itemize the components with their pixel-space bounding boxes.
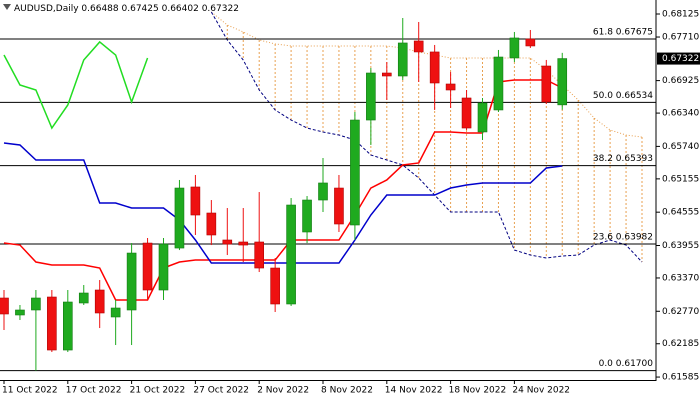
y-tick-label: 0.63955 xyxy=(662,241,699,251)
y-tick-label: 0.66340 xyxy=(662,109,699,119)
symbol: AUDUSD,Daily xyxy=(14,4,79,14)
indicator-line xyxy=(3,142,563,264)
candle-body xyxy=(206,212,217,236)
y-tick-label: 0.65155 xyxy=(662,174,699,184)
candle-body xyxy=(429,51,440,84)
symbol-icon xyxy=(3,4,11,10)
y-tick-label: 0.65740 xyxy=(662,142,699,152)
candle-body xyxy=(413,40,424,53)
quote-open: 0.66488 xyxy=(81,4,118,14)
y-tick-label: 0.62185 xyxy=(662,339,699,349)
candle-body xyxy=(334,187,344,225)
x-tick-label: 24 Nov 2022 xyxy=(512,386,570,396)
y-tick-label: 0.63370 xyxy=(662,273,699,283)
candle-body xyxy=(286,204,296,305)
y-tick-label: 0.66925 xyxy=(662,76,699,86)
y-tick-label: 0.64555 xyxy=(662,208,699,218)
chart-title: AUDUSD,Daily 0.66488 0.67425 0.66402 0.6… xyxy=(14,4,239,14)
y-tick-label: 0.61585 xyxy=(662,373,699,383)
indicator-line xyxy=(3,79,563,301)
fib-label: 0.0 0.61700 xyxy=(599,359,654,369)
candle-body xyxy=(461,97,472,129)
x-tick-label: 2 Nov 2022 xyxy=(257,386,309,396)
fib-label: 50.0 0.66534 xyxy=(593,91,653,101)
candle-body xyxy=(15,309,25,316)
candle-body xyxy=(94,289,105,314)
x-tick-label: 17 Oct 2022 xyxy=(66,386,122,396)
quote-low: 0.66402 xyxy=(162,4,199,14)
x-tick-label: 18 Nov 2022 xyxy=(449,386,507,396)
candle-body xyxy=(381,72,392,77)
candle-body xyxy=(318,182,328,201)
candle-body xyxy=(509,37,520,59)
candle-body xyxy=(222,239,233,245)
y-tick-label: 0.67710 xyxy=(662,33,699,43)
fib-label: 61.8 0.67675 xyxy=(593,27,653,37)
plot-area: 61.8 0.67675 50.0 0.66534 38.2 0.65393 23.6… xyxy=(0,11,656,372)
candle-body xyxy=(0,297,9,315)
candle-body xyxy=(477,102,488,133)
candle-body xyxy=(238,241,249,246)
candle-body xyxy=(445,83,456,91)
candle-body xyxy=(493,56,504,111)
quote-close: 0.67322 xyxy=(202,4,239,14)
candle-body xyxy=(174,187,185,249)
y-tick-label: 0.62770 xyxy=(662,307,699,317)
indicator-line xyxy=(3,40,149,130)
candle-body xyxy=(254,241,264,269)
candle-body xyxy=(366,72,376,121)
x-tick-label: 11 Oct 2022 xyxy=(2,386,58,396)
x-tick-label: 27 Oct 2022 xyxy=(193,386,249,396)
span-a-line xyxy=(211,11,643,138)
candle-body xyxy=(31,297,41,311)
candle-body xyxy=(190,186,201,216)
candle-body xyxy=(142,242,153,291)
candle-body xyxy=(62,301,73,351)
quote-high: 0.67425 xyxy=(122,4,159,14)
x-tick-label: 14 Nov 2022 xyxy=(385,386,443,396)
span-b-line xyxy=(210,11,643,263)
x-tick-label: 8 Nov 2022 xyxy=(321,386,373,396)
fib-label: 23.6 0.63982 xyxy=(593,232,653,242)
candle-body xyxy=(78,292,89,304)
x-tick-label: 21 Oct 2022 xyxy=(130,386,186,396)
price-marker-label: 0.67322 xyxy=(662,54,699,64)
candle-body xyxy=(158,243,169,291)
fib-label: 38.2 0.65393 xyxy=(593,154,653,164)
candle-body xyxy=(350,119,360,226)
candle-body xyxy=(270,267,280,305)
candle-body xyxy=(302,199,312,233)
candle-body xyxy=(397,42,408,77)
candle-body xyxy=(557,58,568,106)
candle-body xyxy=(541,65,552,103)
candle-body xyxy=(126,252,137,311)
y-tick-label: 0.68125 xyxy=(662,9,699,19)
candle-body xyxy=(47,296,57,351)
candle-body xyxy=(110,307,121,318)
price-marker xyxy=(657,52,700,65)
candle-body xyxy=(525,38,536,47)
